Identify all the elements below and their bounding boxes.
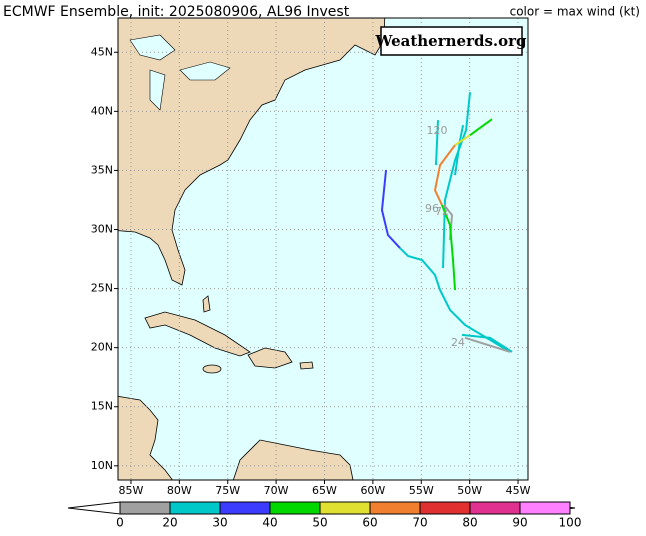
watermark: Weathernerds.org [374, 32, 527, 50]
y-tick-label: 30N [91, 223, 113, 236]
grid [114, 18, 528, 484]
chart-title: ECMWF Ensemble, init: 2025080906, AL96 I… [3, 4, 350, 20]
land [118, 18, 386, 480]
x-tick-label: 55W [409, 484, 434, 497]
colorbar-label: 90 [512, 516, 527, 530]
annotation: 120 [427, 124, 448, 137]
colorbar-label: 50 [312, 516, 327, 530]
x-tick-label: 75W [215, 484, 240, 497]
colorbar-box [319, 501, 371, 515]
x-tick-label: 65W [312, 484, 337, 497]
track [461, 333, 513, 353]
x-tick-label: 45W [506, 484, 531, 497]
x-tick-label: 60W [360, 484, 385, 497]
track [433, 144, 456, 206]
annotation: 96 [425, 202, 439, 215]
track [464, 336, 511, 353]
x-tick-label: 70W [264, 484, 289, 497]
track [441, 204, 457, 291]
track [454, 124, 465, 176]
x-tick-label: 50W [457, 484, 482, 497]
y-tick-label: 40N [91, 104, 113, 117]
colorbar-box [419, 501, 471, 515]
track [434, 120, 440, 166]
colorbar-label: 20 [162, 516, 177, 530]
y-tick-label: 20N [91, 341, 113, 354]
colorbar-label: 40 [262, 516, 277, 530]
colorbar-label: 100 [559, 516, 582, 530]
x-tick-label: 85W [119, 484, 144, 497]
colorbar-label: 30 [212, 516, 227, 530]
colorbar-end [67, 501, 121, 515]
tracks [380, 92, 513, 353]
colorbar-label: 80 [462, 516, 477, 530]
colorbar-label: 70 [412, 516, 427, 530]
colorbar-box [119, 501, 171, 515]
colorbar-label: 60 [362, 516, 377, 530]
legend-title: color = max wind (kt) [510, 5, 640, 19]
y-tick-label: 45N [91, 45, 113, 58]
colorbar-box [369, 501, 421, 515]
track [399, 247, 511, 353]
colorbar-box [219, 501, 271, 515]
frame [117, 17, 529, 481]
track [454, 134, 471, 146]
x-tick-label: 80W [167, 484, 192, 497]
y-tick-label: 25N [91, 282, 113, 295]
watermark-box [380, 26, 523, 56]
colorbar-box [169, 501, 221, 515]
annotation: 24 [451, 336, 465, 349]
colorbar-label: 0 [116, 516, 124, 530]
y-tick-label: 15N [91, 400, 113, 413]
annotation: 72 [435, 205, 449, 218]
colorbar: 0 20 30 40 50 60 70 80 90 100 [116, 501, 582, 530]
track [442, 92, 472, 269]
track [469, 118, 493, 137]
colorbar-box [469, 501, 521, 515]
colorbar-box [519, 501, 571, 515]
colorbar-box [269, 501, 321, 515]
y-tick-label: 35N [91, 163, 113, 176]
track [380, 169, 401, 249]
y-tick-label: 10N [91, 459, 113, 472]
